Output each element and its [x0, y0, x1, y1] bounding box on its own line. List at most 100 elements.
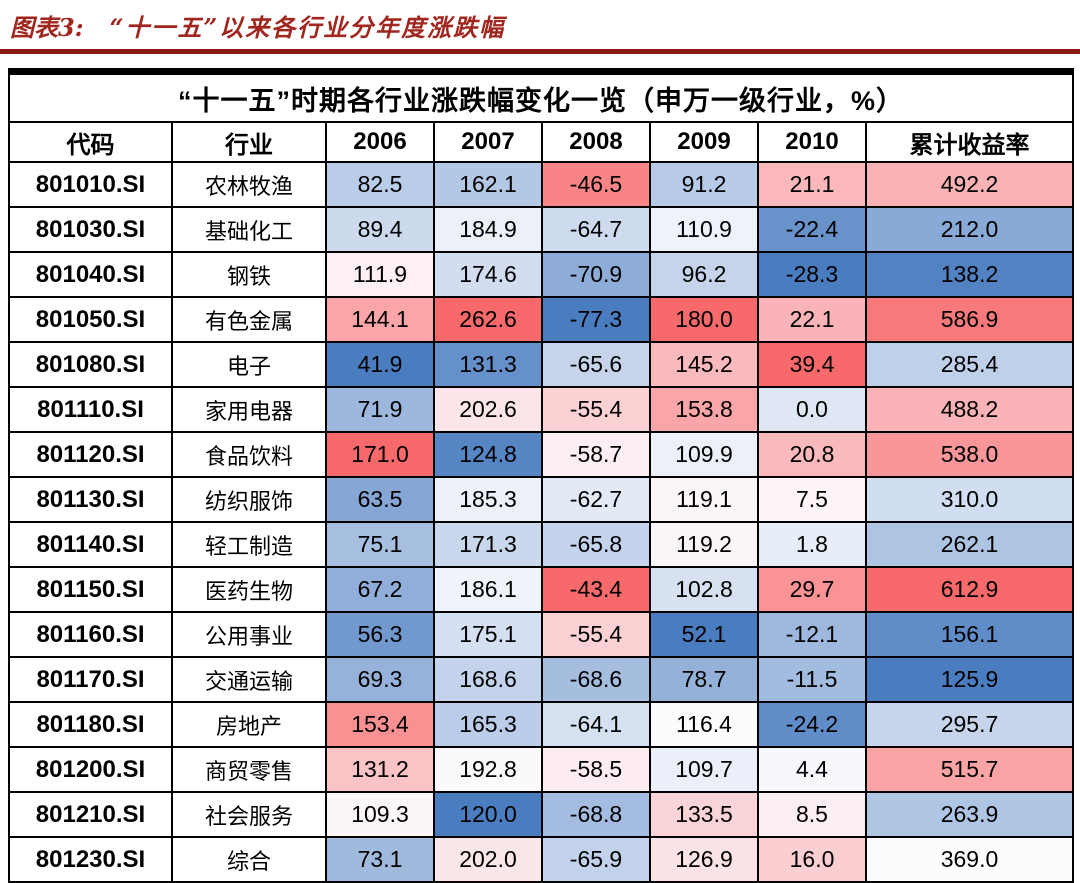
value-cell: 310.0 [864, 476, 1075, 523]
value-cell: 162.1 [433, 161, 543, 208]
industry-cell: 农林牧渔 [171, 161, 327, 208]
value-cell: 119.2 [649, 521, 759, 568]
industry-cell: 商贸零售 [171, 746, 327, 793]
column-header-row: 代码 行业 2006 2007 2008 2009 2010 累计收益率 [8, 121, 1075, 163]
code-cell: 801200.SI [8, 746, 173, 793]
value-cell: 52.1 [649, 611, 759, 658]
industry-cell: 基础化工 [171, 206, 327, 253]
code-cell: 801030.SI [8, 206, 173, 253]
value-cell: 63.5 [325, 476, 435, 523]
code-cell: 801230.SI [8, 836, 173, 883]
industry-cell: 轻工制造 [171, 521, 327, 568]
value-cell: 153.4 [325, 701, 435, 748]
code-cell: 801110.SI [8, 386, 173, 433]
value-cell: -77.3 [541, 296, 651, 343]
column-header-3: 2007 [433, 121, 543, 163]
value-cell: 20.8 [757, 431, 867, 478]
code-cell: 801040.SI [8, 251, 173, 298]
table-row: 801130.SI 纺织服饰 63.5 185.3 -62.7 119.1 7.5 310.0 [8, 476, 1075, 523]
value-cell: -65.6 [541, 341, 651, 388]
heatmap-table: “十一五”时期各行业涨跌幅变化一览（申万一级行业，%） 代码 行业 2006 2007… [7, 68, 1075, 883]
value-cell: 7.5 [757, 476, 867, 523]
value-cell: -65.9 [541, 836, 651, 883]
value-cell: -12.1 [757, 611, 867, 658]
table-row: 801030.SI 基础化工 89.4 184.9 -64.7 110.9 -22.4 212… [8, 206, 1075, 253]
value-cell: -46.5 [541, 161, 651, 208]
industry-cell: 交通运输 [171, 656, 327, 703]
value-cell: 73.1 [325, 836, 435, 883]
table-row: 801230.SI 综合 73.1 202.0 -65.9 126.9 16.0 369.0 [8, 836, 1075, 883]
value-cell: 175.1 [433, 611, 543, 658]
value-cell: 4.4 [757, 746, 867, 793]
column-header-5: 2009 [649, 121, 759, 163]
value-cell: 168.6 [433, 656, 543, 703]
table-row: 801200.SI 商贸零售 131.2 192.8 -58.5 109.7 4.4 515.… [8, 746, 1075, 793]
value-cell: 89.4 [325, 206, 435, 253]
value-cell: -28.3 [757, 251, 867, 298]
value-cell: 180.0 [649, 296, 759, 343]
value-cell: 82.5 [325, 161, 435, 208]
value-cell: -11.5 [757, 656, 867, 703]
value-cell: 202.0 [433, 836, 543, 883]
value-cell: 202.6 [433, 386, 543, 433]
value-cell: 586.9 [864, 296, 1075, 343]
value-cell: 29.7 [757, 566, 867, 613]
value-cell: 120.0 [433, 791, 543, 838]
value-cell: 0.0 [757, 386, 867, 433]
value-cell: 153.8 [649, 386, 759, 433]
column-header-0: 代码 [8, 121, 173, 163]
value-cell: -62.7 [541, 476, 651, 523]
table-title-row: “十一五”时期各行业涨跌幅变化一览（申万一级行业，%） [7, 70, 1075, 123]
value-cell: 39.4 [757, 341, 867, 388]
value-cell: 56.3 [325, 611, 435, 658]
table-row: 801050.SI 有色金属 144.1 262.6 -77.3 180.0 22.1 586… [8, 296, 1075, 343]
value-cell: 110.9 [649, 206, 759, 253]
value-cell: 262.6 [433, 296, 543, 343]
table-row: 801160.SI 公用事业 56.3 175.1 -55.4 52.1 -12.1 156.… [8, 611, 1075, 658]
table-row: 801170.SI 交通运输 69.3 168.6 -68.6 78.7 -11.5 125.… [8, 656, 1075, 703]
value-cell: 125.9 [864, 656, 1075, 703]
value-cell: 185.3 [433, 476, 543, 523]
value-cell: -43.4 [541, 566, 651, 613]
figure-label: 图表3: [10, 13, 84, 42]
value-cell: 75.1 [325, 521, 435, 568]
value-cell: 102.8 [649, 566, 759, 613]
code-cell: 801120.SI [8, 431, 173, 478]
code-cell: 801150.SI [8, 566, 173, 613]
value-cell: 144.1 [325, 296, 435, 343]
table-row: 801140.SI 轻工制造 75.1 171.3 -65.8 119.2 1.8 262.1 [8, 521, 1075, 568]
value-cell: 131.3 [433, 341, 543, 388]
value-cell: 109.7 [649, 746, 759, 793]
code-cell: 801050.SI [8, 296, 173, 343]
value-cell: 131.2 [325, 746, 435, 793]
table-row: 801120.SI 食品饮料 171.0 124.8 -58.7 109.9 20.8 538… [8, 431, 1075, 478]
value-cell: 184.9 [433, 206, 543, 253]
industry-cell: 综合 [171, 836, 327, 883]
value-cell: 1.8 [757, 521, 867, 568]
value-cell: 91.2 [649, 161, 759, 208]
column-header-4: 2008 [541, 121, 651, 163]
value-cell: 515.7 [864, 746, 1075, 793]
value-cell: 171.3 [433, 521, 543, 568]
value-cell: -24.2 [757, 701, 867, 748]
value-cell: -65.8 [541, 521, 651, 568]
industry-cell: 房地产 [171, 701, 327, 748]
value-cell: 156.1 [864, 611, 1075, 658]
value-cell: 133.5 [649, 791, 759, 838]
value-cell: 111.9 [325, 251, 435, 298]
code-cell: 801130.SI [8, 476, 173, 523]
value-cell: -68.8 [541, 791, 651, 838]
value-cell: 612.9 [864, 566, 1075, 613]
code-cell: 801170.SI [8, 656, 173, 703]
value-cell: -70.9 [541, 251, 651, 298]
value-cell: 109.3 [325, 791, 435, 838]
code-cell: 801140.SI [8, 521, 173, 568]
value-cell: 71.9 [325, 386, 435, 433]
industry-cell: 纺织服饰 [171, 476, 327, 523]
value-cell: 285.4 [864, 341, 1075, 388]
code-cell: 801160.SI [8, 611, 173, 658]
value-cell: 492.2 [864, 161, 1075, 208]
table-row: 801110.SI 家用电器 71.9 202.6 -55.4 153.8 0.0 488.2 [8, 386, 1075, 433]
value-cell: 212.0 [864, 206, 1075, 253]
value-cell: -22.4 [757, 206, 867, 253]
